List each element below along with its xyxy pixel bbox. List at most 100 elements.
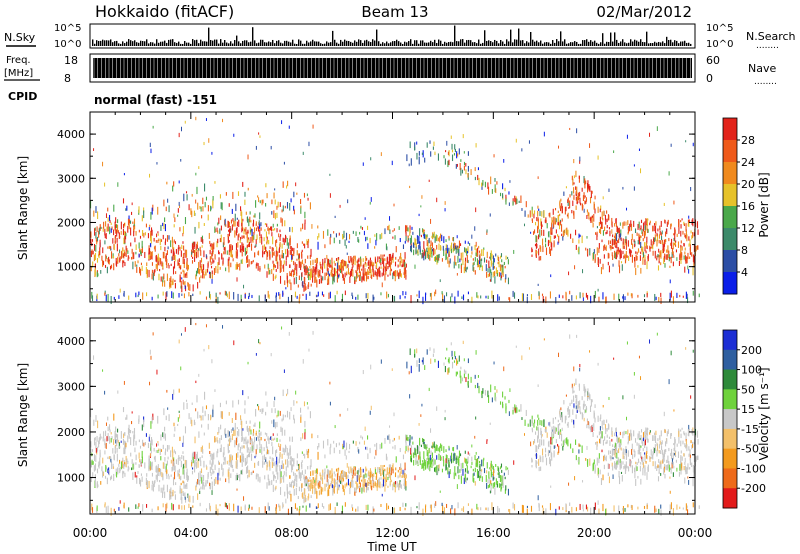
- power-echo: [96, 240, 98, 245]
- power-echo: [431, 235, 433, 239]
- nsky-bar: [394, 41, 396, 46]
- power-echo: [255, 227, 258, 232]
- velocity-echo: [228, 450, 230, 453]
- power-echo: [264, 294, 266, 302]
- power-echo: [116, 261, 118, 267]
- power-echo: [318, 279, 320, 284]
- power-echo: [497, 269, 499, 276]
- power-echo: [504, 187, 506, 192]
- nsky-bar: [166, 42, 168, 46]
- velocity-echo: [274, 437, 276, 441]
- velocity-echo: [361, 436, 364, 440]
- velocity-echo: [423, 439, 425, 442]
- power-echo: [570, 233, 572, 239]
- power-echo: [240, 259, 242, 264]
- power-echo: [658, 297, 660, 302]
- power-echo: [514, 195, 516, 202]
- power-echo: [457, 250, 459, 254]
- velocity-echo: [266, 482, 268, 489]
- power-echo: [243, 284, 245, 289]
- power-echo: [454, 261, 457, 265]
- velocity-echo: [203, 432, 205, 436]
- velocity-echo: [467, 373, 469, 380]
- power-echo: [365, 262, 367, 267]
- power-echo: [130, 211, 133, 215]
- power-echo: [183, 252, 185, 256]
- power-echo: [459, 243, 462, 246]
- power-echo: [575, 196, 577, 201]
- velocity-echo: [105, 464, 107, 472]
- power-echo: [166, 181, 168, 185]
- power-echo: [238, 219, 240, 227]
- power-echo: [466, 248, 468, 256]
- nsky-bar: [518, 28, 520, 46]
- power-echo: [605, 296, 607, 304]
- velocity-echo: [353, 466, 355, 470]
- power-echo: [538, 248, 540, 256]
- power-echo: [264, 264, 266, 269]
- power-echo: [551, 222, 553, 229]
- power-echo: [672, 251, 674, 255]
- power-echo: [185, 249, 188, 258]
- power-echo: [394, 235, 396, 240]
- nsky-bar: [118, 43, 120, 46]
- velocity-echo: [459, 469, 461, 473]
- power-echo: [157, 294, 159, 299]
- velocity-echo: [90, 443, 92, 448]
- power-echo: [183, 293, 185, 299]
- velocity-echo: [302, 433, 304, 439]
- velocity-echo: [286, 447, 288, 456]
- power-echo: [204, 183, 206, 192]
- velocity-echo: [183, 473, 185, 479]
- power-echo: [213, 242, 215, 250]
- power-echo: [244, 294, 246, 299]
- velocity-echo: [474, 384, 476, 389]
- velocity-echo: [397, 475, 399, 479]
- velocity-echo: [378, 477, 380, 486]
- velocity-echo: [499, 475, 501, 483]
- power-echo: [594, 208, 596, 214]
- power-echo: [128, 219, 131, 224]
- power-echo: [382, 268, 385, 276]
- velocity-echo: [415, 452, 417, 457]
- power-echo: [191, 193, 193, 197]
- nsky-bar: [160, 41, 162, 46]
- nsky-bar: [498, 43, 500, 46]
- velocity-echo: [406, 434, 408, 441]
- power-echo: [279, 275, 282, 284]
- velocity-echo: [389, 439, 391, 444]
- power-echo: [387, 265, 389, 270]
- power-echo: [276, 256, 278, 264]
- power-echo: [364, 268, 366, 276]
- power-echo: [615, 222, 617, 227]
- power-echo: [166, 264, 168, 269]
- power-echo: [555, 229, 557, 234]
- power-echo: [231, 224, 233, 231]
- power-echo: [257, 195, 259, 198]
- velocity-echo: [375, 449, 377, 456]
- nsky-bar: [324, 43, 326, 46]
- velocity-echo: [300, 415, 302, 423]
- velocity-echo: [330, 475, 332, 479]
- nsky-bar: [104, 40, 106, 46]
- power-echo: [304, 211, 306, 219]
- power-echo: [237, 241, 239, 248]
- velocity-echo: [330, 443, 332, 448]
- power-echo: [386, 291, 388, 299]
- power-echo: [437, 153, 439, 161]
- nsky-bar: [570, 42, 572, 46]
- velocity-echo: [198, 458, 200, 461]
- velocity-echo: [433, 441, 435, 448]
- velocity-echo: [445, 449, 447, 452]
- nsky-bar: [544, 42, 546, 46]
- power-echo: [586, 215, 588, 219]
- power-echo: [604, 246, 606, 250]
- power-echo: [625, 221, 627, 226]
- power-echo: [258, 132, 260, 135]
- nsky-bar: [596, 42, 598, 46]
- power-echo: [329, 193, 331, 198]
- power-echo: [276, 223, 278, 227]
- power-echo: [232, 218, 234, 222]
- velocity-echo: [377, 466, 379, 473]
- velocity-echo: [320, 477, 322, 481]
